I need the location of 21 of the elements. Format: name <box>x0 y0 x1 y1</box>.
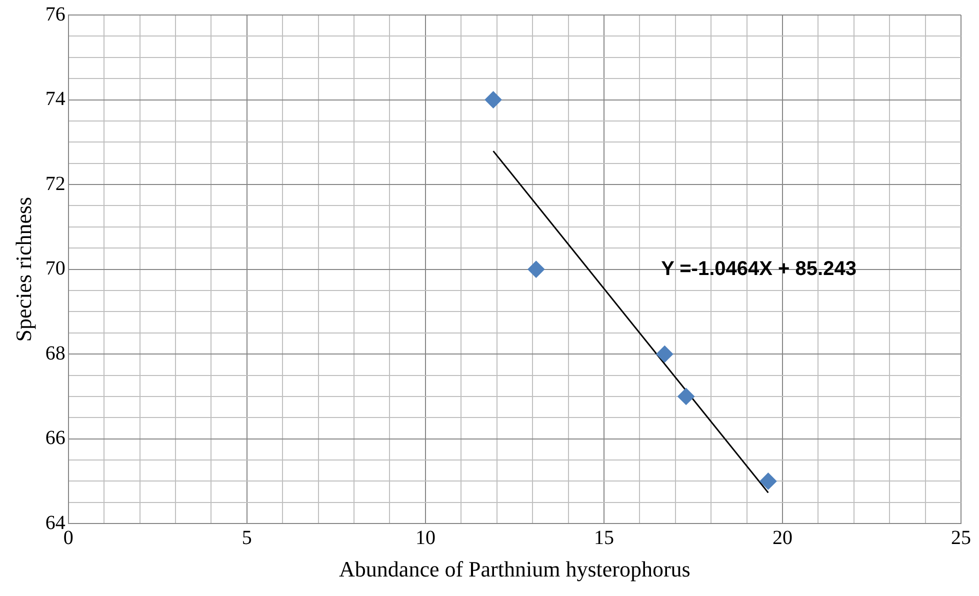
point <box>760 472 777 490</box>
point <box>528 260 545 278</box>
y-tick-label: 68 <box>45 342 66 364</box>
y-tick-label: 74 <box>45 88 66 110</box>
y-tick-label: 72 <box>45 172 66 195</box>
y-tick-label: 64 <box>45 512 66 534</box>
y-tick-label: 76 <box>45 3 66 26</box>
x-tick-label: 10 <box>415 526 436 549</box>
x-tick-label: 15 <box>594 526 614 549</box>
x-tick-label: 25 <box>951 526 971 549</box>
point <box>678 388 695 405</box>
x-tick-label: 0 <box>63 526 74 549</box>
x-axis-title: Abundance of Parthnium hysterophorus <box>339 556 690 582</box>
y-axis-title: Species richness <box>10 196 36 342</box>
point <box>656 346 674 363</box>
y-tick-label: 66 <box>45 427 66 450</box>
x-tick-label: 5 <box>242 526 252 549</box>
y-tick-label: 70 <box>45 258 66 280</box>
point <box>484 91 502 108</box>
x-tick-label: 20 <box>772 526 792 549</box>
annotation: Y =-1.0464X + 85.243 <box>661 258 856 280</box>
